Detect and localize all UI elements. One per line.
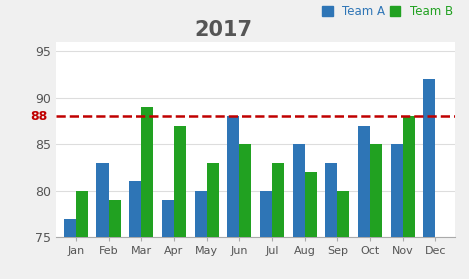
Bar bbox=[64, 218, 76, 279]
Bar bbox=[76, 191, 88, 279]
Legend: Team A, Team B: Team A, Team B bbox=[322, 5, 453, 18]
Bar bbox=[403, 116, 415, 279]
Title: 2017: 2017 bbox=[195, 20, 253, 40]
Bar bbox=[325, 163, 337, 279]
Bar bbox=[195, 191, 206, 279]
Bar bbox=[97, 163, 108, 279]
Bar bbox=[162, 200, 174, 279]
Bar bbox=[108, 200, 121, 279]
Bar bbox=[239, 144, 251, 279]
Bar bbox=[358, 126, 370, 279]
Bar bbox=[391, 144, 403, 279]
Bar bbox=[227, 116, 239, 279]
Bar bbox=[174, 126, 186, 279]
Text: 88: 88 bbox=[30, 110, 48, 123]
Bar bbox=[305, 172, 317, 279]
Bar bbox=[272, 163, 284, 279]
Bar bbox=[129, 181, 141, 279]
Bar bbox=[337, 191, 349, 279]
Bar bbox=[423, 79, 435, 279]
Bar bbox=[260, 191, 272, 279]
Bar bbox=[293, 144, 305, 279]
Bar bbox=[206, 163, 219, 279]
Bar bbox=[141, 107, 153, 279]
Bar bbox=[370, 144, 382, 279]
